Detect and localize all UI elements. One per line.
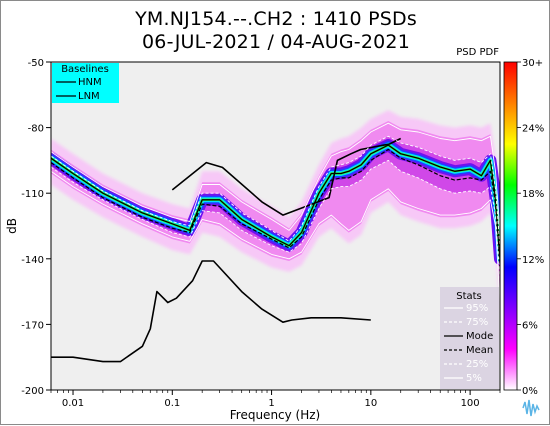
- x-tick-label: 1: [268, 398, 274, 409]
- y-tick-label: -50: [28, 58, 44, 69]
- colorbar: [503, 61, 518, 391]
- chart-subtitle: 06-JUL-2021 / 04-AUG-2021: [142, 31, 410, 53]
- colorbar-label: PSD PDF: [456, 47, 499, 58]
- colorbar-tick-label: 0%: [522, 386, 538, 397]
- colorbar-tick-label: 12%: [522, 255, 544, 266]
- y-axis: -50 -80 -110 -140 -170 -200: [21, 58, 51, 397]
- y-tick-label: -200: [21, 386, 44, 397]
- baselines-legend: Baselines HNM LNM: [52, 63, 119, 103]
- legend-lnm-label: LNM: [78, 91, 100, 102]
- x-tick-label: 0.1: [164, 398, 180, 409]
- series-line-hnm: [171, 137, 402, 216]
- density-band-5-95: [51, 121, 500, 305]
- colorbar-tick-label: 6%: [522, 320, 538, 331]
- stats-legend-box: [440, 287, 499, 389]
- legend-95-label: 95%: [466, 303, 488, 314]
- x-tick-label: 10: [364, 398, 377, 409]
- y-tick-label: -80: [28, 124, 44, 135]
- baselines-legend-title: Baselines: [61, 64, 109, 75]
- plot-frame: [50, 61, 501, 391]
- series-line-mode: [51, 144, 500, 259]
- y-axis-label: dB: [5, 218, 19, 234]
- series-line-lnm: [51, 260, 371, 363]
- series-line-mean: [51, 148, 500, 270]
- x-tick-label: 0.01: [62, 398, 84, 409]
- legend-75-label: 75%: [466, 317, 488, 328]
- x-axis-label: Frequency (Hz): [230, 408, 321, 422]
- series-line-25pct: [51, 159, 500, 281]
- chart-title: YM.NJ154.--.CH2 : 1410 PSDs: [135, 8, 417, 30]
- legend-mean-label: Mean: [466, 345, 493, 356]
- legend-mode-label: Mode: [466, 331, 493, 342]
- legend-hnm-label: HNM: [78, 77, 102, 88]
- y-tick-label: -110: [21, 189, 44, 200]
- stats-legend: Stats 95% 75% Mode Mean 25% 5%: [440, 287, 499, 389]
- colorbar-tick-label: 18%: [522, 189, 544, 200]
- y-tick-label: -170: [21, 320, 44, 331]
- x-axis: 0.01 0.1 1 10 100: [50, 390, 501, 409]
- series-line-95pct: [51, 122, 500, 233]
- y-tick-label: -140: [21, 255, 44, 266]
- colorbar-ticks: 30+ 24% 18% 12% 6% 0%: [517, 58, 544, 397]
- legend-25-label: 25%: [466, 359, 488, 370]
- series-lines-layer: [51, 122, 500, 363]
- series-line-5pct: [51, 170, 500, 303]
- legend-5-label: 5%: [466, 373, 482, 384]
- colorbar-tick-label: 24%: [522, 124, 544, 135]
- series-line-75pct: [51, 135, 500, 248]
- colorbar-tick-label: 30+: [522, 58, 543, 69]
- stats-legend-title: Stats: [456, 291, 482, 302]
- x-tick-label: 100: [461, 398, 480, 409]
- waveform-logo-icon: [522, 399, 540, 417]
